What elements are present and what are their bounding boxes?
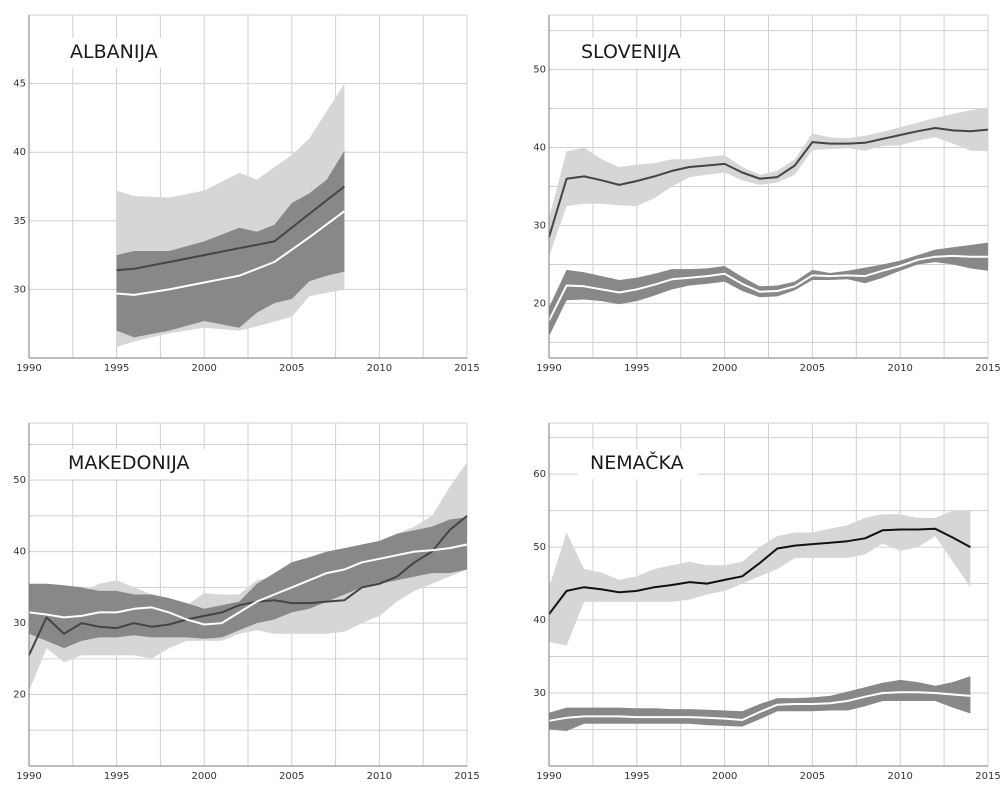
chart-panel-1: 1990 1995 2000 2005 2010 2015 30 35 40 45 ALBANIJA (13, 14, 480, 374)
chart-panel-3: 1990 1995 2000 2005 2010 2015 20 30 40 50 MAKEDONI… (13, 422, 480, 782)
y-tick-label: 50 (13, 475, 26, 486)
series-line-1 (116, 185, 346, 272)
y-tick-label: 50 (533, 65, 546, 76)
x-tick-label: 2000 (712, 363, 737, 374)
x-tick-label: 1995 (104, 363, 129, 374)
y-tick-label: 30 (13, 618, 26, 629)
x-tick-label: 2000 (191, 363, 216, 374)
series-line-1 (28, 515, 468, 656)
series-line-2 (116, 210, 345, 296)
x-tick-label: 1990 (536, 363, 561, 374)
x-tick-label: 1990 (536, 771, 561, 782)
x-tick-label: 2015 (454, 771, 479, 782)
x-tick-label: 1995 (624, 363, 649, 374)
x-tick-label: 2015 (975, 771, 1000, 782)
confidence-band-2 (29, 517, 467, 649)
chart-title: SLOVENIJA (581, 41, 681, 63)
y-tick-label: 40 (533, 615, 546, 626)
confidence-band-2 (549, 242, 988, 337)
x-tick-label: 2015 (454, 363, 479, 374)
y-tick-label: 20 (533, 298, 546, 309)
y-tick-label: 60 (533, 469, 546, 480)
series-line-2 (548, 691, 971, 722)
title-background (58, 38, 190, 68)
x-tick-label: 2010 (367, 363, 392, 374)
chart-panel-4: 1990 1995 2000 2005 2010 2015 30 40 50 60 NEMAČKA (533, 422, 1001, 782)
y-tick-label: 30 (13, 284, 26, 295)
series-line-1 (548, 127, 989, 238)
series-line-1 (548, 527, 971, 615)
y-tick-label: 35 (13, 216, 26, 227)
x-tick-label: 2005 (800, 363, 825, 374)
chart-title: ALBANIJA (70, 41, 158, 63)
chart-title: NEMAČKA (590, 450, 684, 474)
x-tick-label: 1995 (104, 771, 129, 782)
y-tick-label: 45 (13, 79, 26, 90)
x-tick-label: 1990 (16, 771, 41, 782)
confidence-band-1 (549, 510, 971, 646)
x-tick-label: 2005 (279, 363, 304, 374)
x-tick-label: 2010 (367, 771, 392, 782)
confidence-band-2 (116, 150, 345, 338)
y-tick-label: 20 (13, 690, 26, 701)
x-tick-label: 2005 (279, 771, 304, 782)
x-tick-label: 2015 (975, 363, 1000, 374)
confidence-band-3 (549, 676, 971, 731)
confidence-band-1 (549, 107, 988, 257)
chart-title: MAKEDONIJA (68, 452, 190, 474)
x-tick-label: 2010 (887, 771, 912, 782)
y-tick-label: 40 (533, 143, 546, 154)
title-background (569, 38, 701, 68)
y-tick-label: 30 (533, 688, 546, 699)
y-tick-label: 40 (13, 147, 26, 158)
x-tick-label: 2000 (712, 771, 737, 782)
y-tick-label: 40 (13, 547, 26, 558)
x-tick-label: 1995 (624, 771, 649, 782)
x-tick-label: 2000 (191, 771, 216, 782)
x-tick-label: 2010 (887, 363, 912, 374)
y-tick-label: 50 (533, 542, 546, 553)
title-background (578, 449, 698, 479)
series-line-2 (548, 254, 988, 322)
x-tick-label: 1990 (16, 363, 41, 374)
series-line-2 (28, 543, 468, 626)
x-tick-label: 2005 (800, 771, 825, 782)
chart-panel-2: 1990 1995 2000 2005 2010 2015 20 30 40 50 SLOVENIJ… (533, 14, 1001, 374)
title-background (56, 449, 208, 479)
y-tick-label: 30 (533, 220, 546, 231)
